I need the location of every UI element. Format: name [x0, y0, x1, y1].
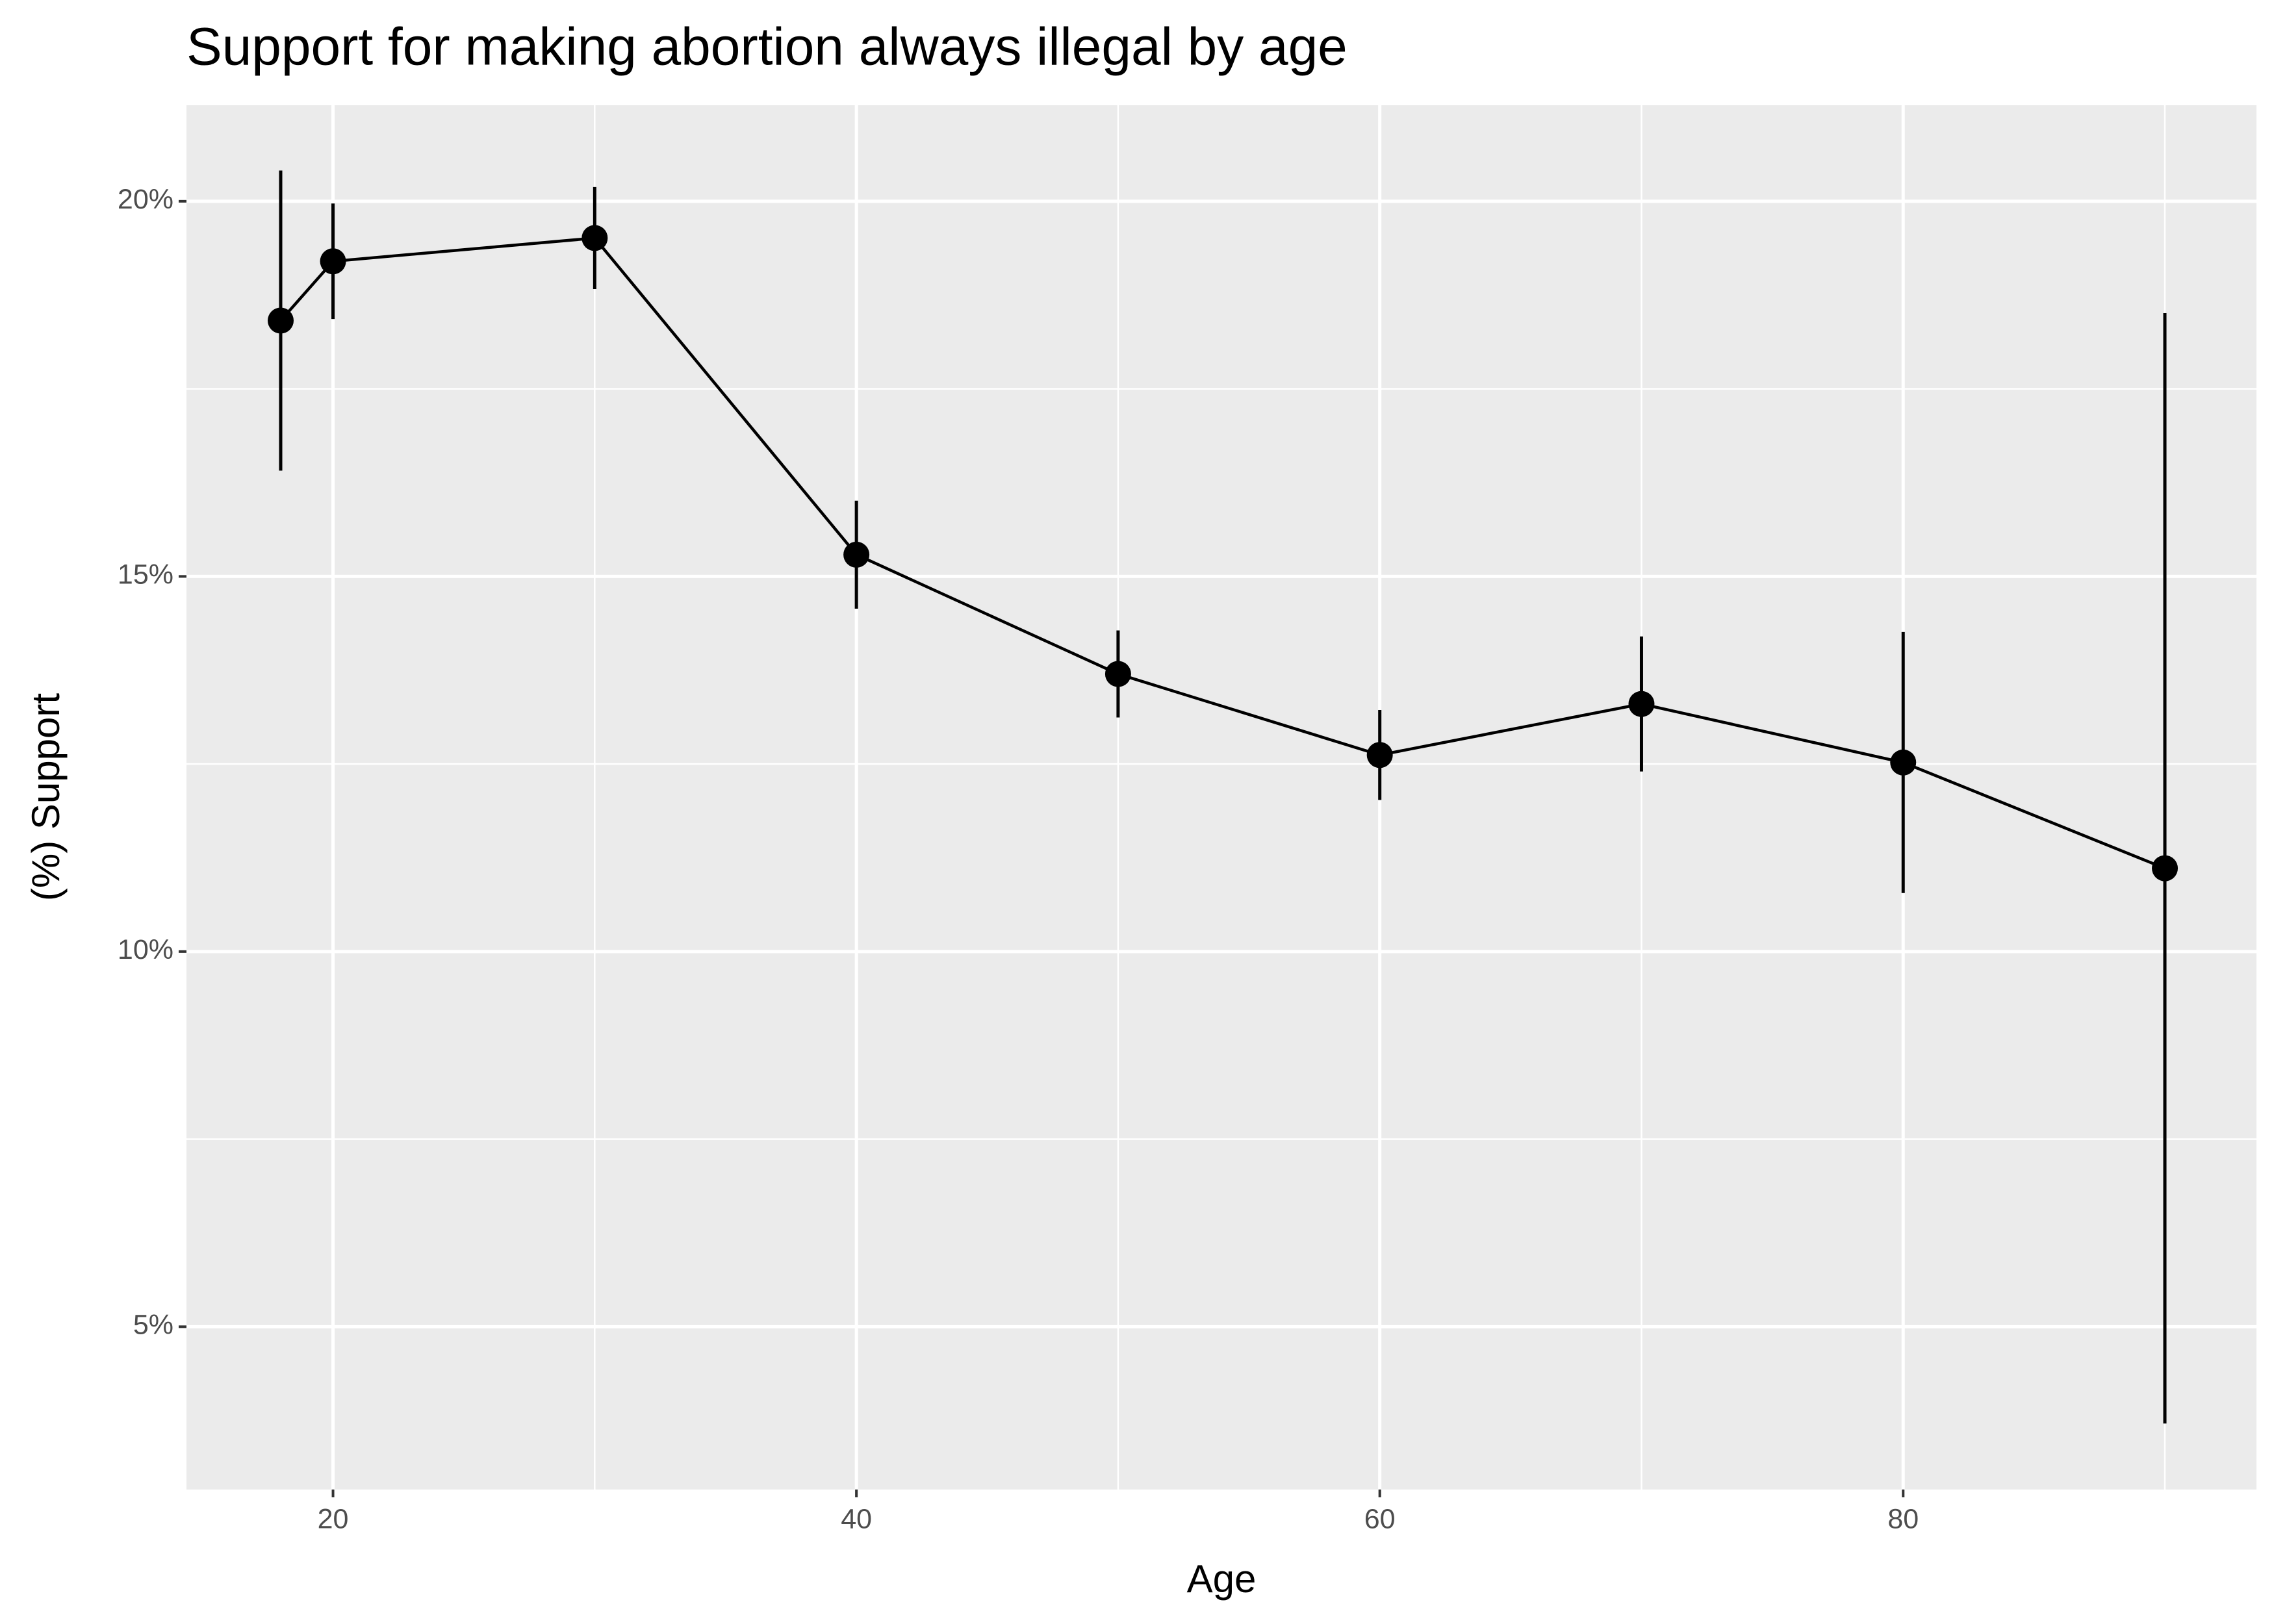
data-point	[1105, 661, 1131, 687]
data-point	[268, 307, 294, 334]
x-tick-label: 80	[1887, 1503, 1919, 1534]
x-tick-label: 60	[1364, 1503, 1396, 1534]
data-point	[581, 225, 608, 251]
data-point	[1366, 742, 1393, 768]
x-tick-label: 40	[841, 1503, 872, 1534]
data-point	[2152, 855, 2178, 882]
data-point	[843, 541, 870, 568]
y-tick-label: 10%	[118, 934, 173, 965]
x-axis-title: Age	[1187, 1557, 1257, 1601]
y-tick-label: 15%	[118, 559, 173, 590]
chart-title: Support for making abortion always illeg…	[186, 18, 1348, 77]
data-point	[320, 248, 346, 275]
plot-panel	[186, 105, 2256, 1490]
y-tick-label: 5%	[133, 1310, 173, 1341]
data-point	[1890, 749, 1917, 776]
x-tick-label: 20	[318, 1503, 349, 1534]
y-axis-title: (%) Support	[24, 693, 68, 901]
y-tick-label: 20%	[118, 184, 173, 215]
data-point	[1628, 691, 1655, 717]
